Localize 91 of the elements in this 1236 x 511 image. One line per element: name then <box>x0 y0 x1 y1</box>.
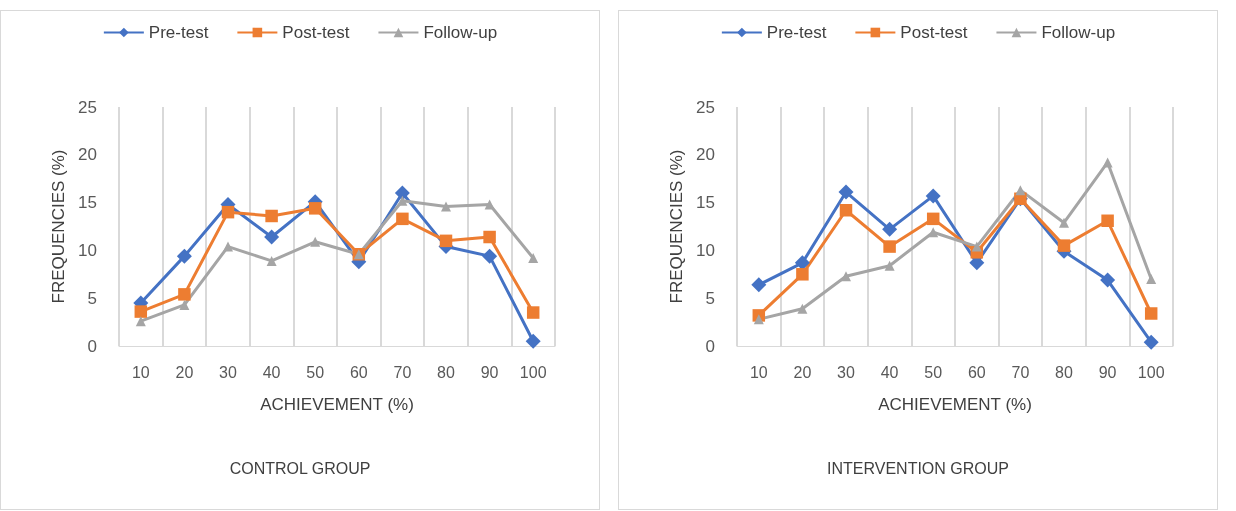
y-tick-label: 15 <box>78 193 97 213</box>
x-axis-title: ACHIEVEMENT (%) <box>878 395 1032 414</box>
point <box>525 333 541 349</box>
y-tick-label: 5 <box>87 288 97 308</box>
point <box>178 288 191 301</box>
point <box>397 195 408 206</box>
x-tick-label: 20 <box>175 363 194 381</box>
point <box>439 234 453 248</box>
y-tick-label: 25 <box>696 97 715 117</box>
point <box>1100 272 1116 288</box>
point <box>266 255 277 266</box>
x-tick-label: 70 <box>1011 363 1030 381</box>
legend-label: Post-test <box>900 23 968 42</box>
point <box>884 260 895 271</box>
legend-label: Post-test <box>282 23 350 42</box>
x-tick-label: 10 <box>131 363 150 381</box>
point <box>308 202 322 215</box>
point <box>753 314 764 325</box>
point <box>176 248 192 264</box>
x-tick-label: 20 <box>793 363 812 381</box>
point <box>925 188 941 204</box>
point <box>794 255 810 271</box>
x-tick-label: 50 <box>306 363 325 381</box>
x-axis-title: ACHIEVEMENT (%) <box>260 395 414 414</box>
point <box>839 204 853 217</box>
point <box>797 303 808 314</box>
point <box>926 212 940 226</box>
x-tick-label: 50 <box>924 363 943 381</box>
y-tick-label: 15 <box>696 193 715 213</box>
point <box>971 241 982 252</box>
point <box>221 205 235 219</box>
point <box>1057 239 1071 252</box>
point <box>928 227 939 238</box>
text: CONTROL GROUP <box>229 459 371 477</box>
x-tick-label: 80 <box>1055 363 1073 381</box>
x-tick-label: 60 <box>967 363 986 381</box>
legend-label: Pre-test <box>148 23 209 42</box>
point <box>179 299 190 310</box>
point <box>394 185 410 201</box>
x-tick-label: 10 <box>749 363 768 381</box>
y-tick-label: 10 <box>78 240 97 260</box>
point <box>265 209 278 223</box>
point <box>528 253 539 264</box>
point <box>841 271 851 282</box>
x-tick-label: 40 <box>262 363 281 381</box>
y-tick-label: 0 <box>705 336 715 356</box>
y-tick-label: 20 <box>78 145 97 165</box>
point <box>223 241 233 252</box>
point <box>134 305 148 318</box>
point <box>838 184 854 200</box>
text: INTERVENTION GROUP <box>827 459 1009 477</box>
legend-label: Follow-up <box>423 23 498 42</box>
legend-label: Follow-up <box>1041 23 1116 42</box>
point <box>1144 307 1158 320</box>
y-tick-label: 10 <box>696 240 715 260</box>
point <box>882 221 898 237</box>
point <box>310 236 321 247</box>
y-tick-label: 25 <box>78 97 97 117</box>
x-tick-label: 30 <box>837 363 855 381</box>
y-tick-label: 20 <box>696 145 715 165</box>
y-tick-label: 0 <box>87 336 97 356</box>
point <box>441 201 451 212</box>
y-axis-title: FREQUENCIES (%) <box>667 149 686 304</box>
y-axis-title: FREQUENCIES (%) <box>49 149 68 304</box>
point <box>484 199 495 210</box>
x-tick-label: 60 <box>349 363 368 381</box>
point <box>883 240 896 253</box>
point <box>1146 274 1157 285</box>
point <box>1015 185 1026 196</box>
point <box>1101 214 1114 228</box>
x-tick-label: 80 <box>437 363 455 381</box>
point <box>526 306 540 319</box>
x-tick-label: 90 <box>480 363 499 381</box>
point <box>1143 334 1159 350</box>
x-tick-label: 100 <box>519 363 547 381</box>
x-tick-label: 100 <box>1137 363 1165 381</box>
point <box>482 248 498 264</box>
point <box>483 230 496 244</box>
x-tick-label: 70 <box>393 363 412 381</box>
point <box>796 268 809 281</box>
point <box>396 212 409 226</box>
point <box>264 229 280 245</box>
x-tick-label: 40 <box>880 363 899 381</box>
y-tick-label: 5 <box>705 288 715 308</box>
point <box>135 316 146 327</box>
point <box>1059 217 1069 228</box>
point <box>1102 157 1113 168</box>
x-tick-label: 30 <box>219 363 237 381</box>
x-tick-label: 90 <box>1098 363 1117 381</box>
point <box>751 277 767 293</box>
legend-label: Pre-test <box>766 23 827 42</box>
